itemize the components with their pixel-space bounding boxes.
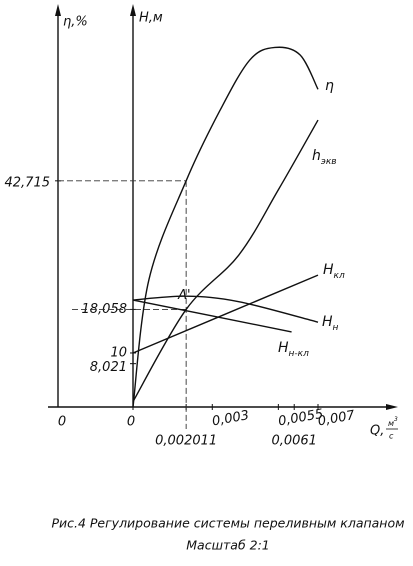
- series-line: [132, 46, 319, 408]
- x-unit-num: м3: [388, 416, 398, 428]
- caption: Рис.4 Регулирование системы переливным к…: [51, 516, 404, 531]
- series-line: [132, 299, 292, 333]
- scale-note: Масштаб 2:1: [186, 538, 270, 553]
- x-tick-label: 0,002011: [155, 434, 217, 449]
- x-tick-label: 0: [127, 415, 135, 430]
- x-tick-label: 0,003: [211, 408, 250, 429]
- series-name: h: [312, 148, 321, 164]
- series-name: H: [323, 262, 334, 278]
- series-subscript: н-кл: [289, 349, 310, 359]
- y2-axis-arrow: [55, 4, 61, 16]
- y-axis-label: H,м: [139, 11, 163, 26]
- x-unit-den: с: [389, 432, 394, 441]
- y2-tick-label: 0: [58, 415, 66, 430]
- series-label: η: [325, 78, 334, 94]
- series-subscript: кл: [334, 271, 345, 281]
- y-tick-label: 8,021: [90, 360, 127, 375]
- y-tick-label: 10: [110, 345, 127, 360]
- x-tick-label: 0,007: [317, 408, 357, 429]
- series-label: Hн-кл: [278, 340, 309, 359]
- series-subscript: н: [333, 323, 339, 333]
- series-name: H: [278, 340, 289, 356]
- series-label: Hн: [322, 314, 339, 333]
- x-axis-arrow: [386, 404, 398, 410]
- series-subscript: экв: [321, 157, 337, 167]
- x-unit-exp: 3: [394, 416, 398, 423]
- point-label: A': [177, 288, 190, 303]
- y2-tick-label: 42,715: [5, 175, 51, 190]
- y-axis-arrow: [130, 4, 136, 16]
- x-axis-label: Q,: [370, 424, 384, 439]
- series-name: H: [322, 314, 333, 330]
- series-name: η: [325, 78, 334, 94]
- x-tick-label: 0,0061: [271, 434, 317, 449]
- series-line: [132, 119, 319, 402]
- series-line: [132, 295, 319, 323]
- y2-axis-label: η,%: [63, 15, 88, 30]
- x-unit-num-text: м: [388, 419, 394, 428]
- series-label: hэкв: [312, 148, 337, 167]
- series-line: [132, 274, 319, 354]
- series-label: Hкл: [323, 262, 345, 281]
